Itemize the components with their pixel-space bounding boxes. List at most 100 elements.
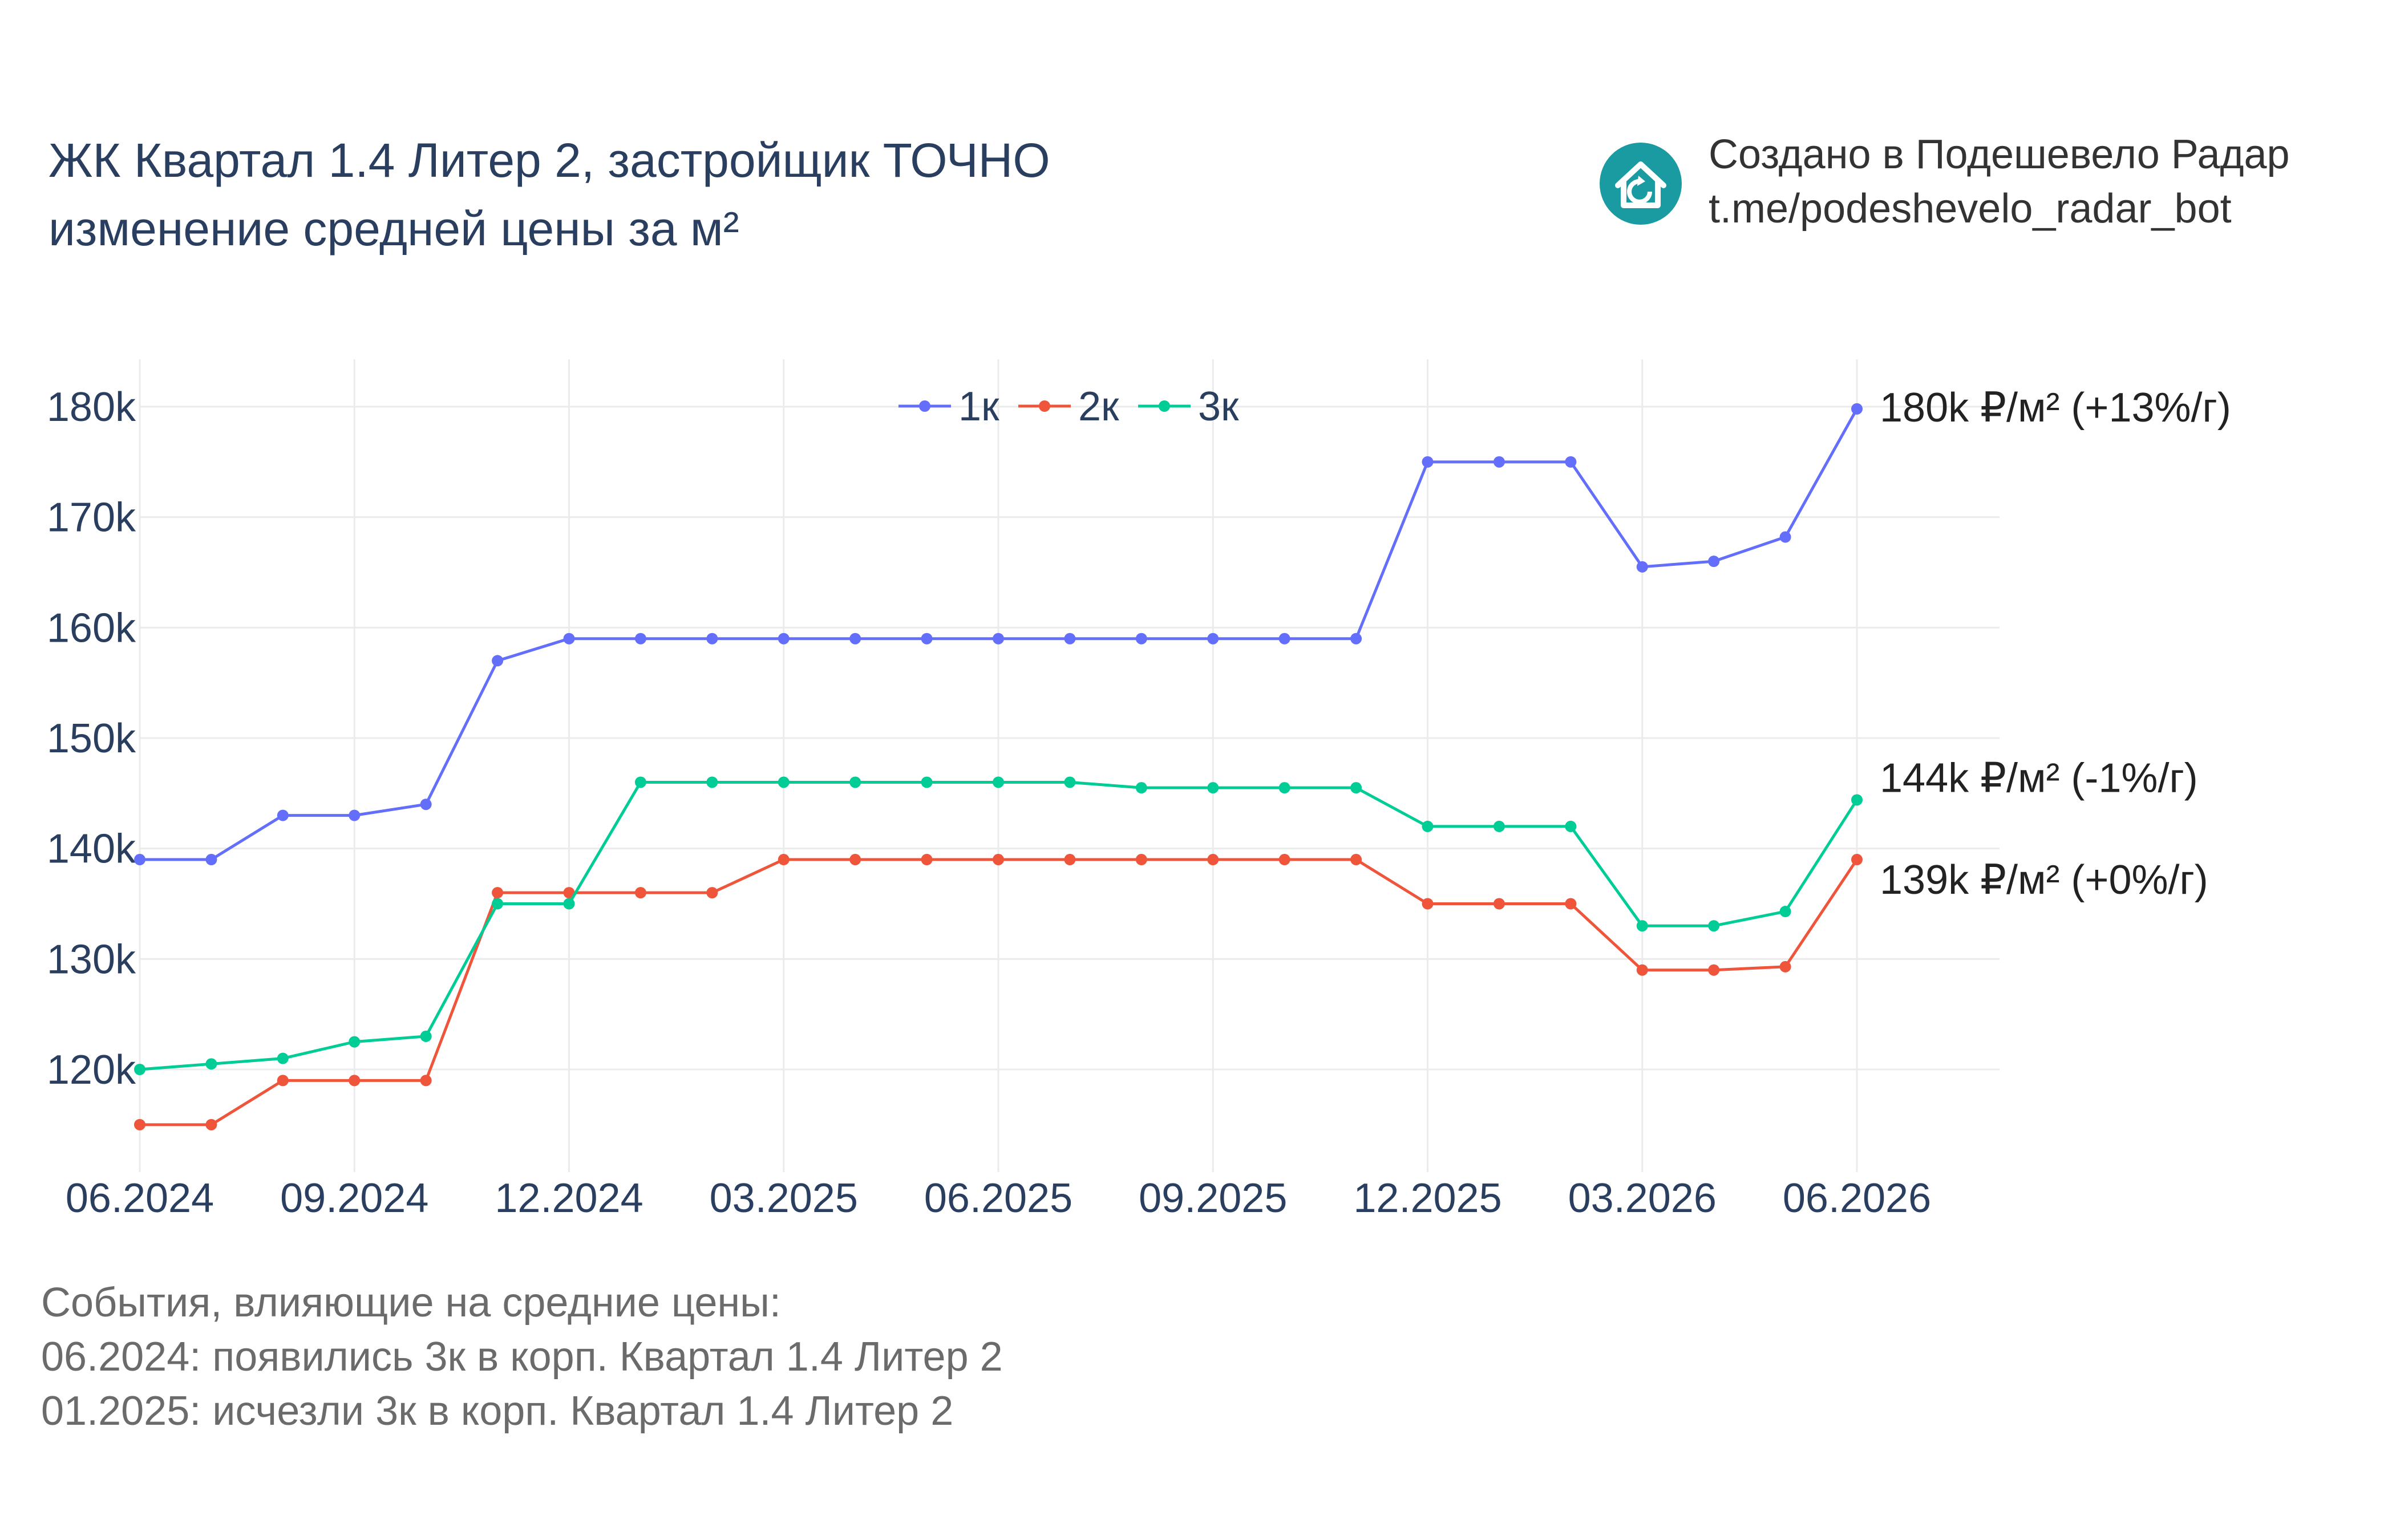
y-tick-label: 180k bbox=[47, 384, 136, 430]
data-point[interactable] bbox=[134, 1118, 145, 1130]
data-point[interactable] bbox=[134, 1064, 145, 1075]
data-point[interactable] bbox=[1135, 782, 1147, 794]
data-point[interactable] bbox=[1779, 531, 1791, 543]
data-point[interactable] bbox=[420, 1030, 432, 1042]
data-point[interactable] bbox=[706, 776, 718, 788]
data-point[interactable] bbox=[563, 898, 575, 910]
data-point[interactable] bbox=[492, 887, 504, 899]
series-1 bbox=[134, 403, 1863, 866]
data-point[interactable] bbox=[849, 633, 861, 645]
data-point[interactable] bbox=[778, 776, 790, 788]
data-point[interactable] bbox=[1565, 820, 1577, 832]
data-point[interactable] bbox=[921, 776, 933, 788]
data-point[interactable] bbox=[993, 854, 1004, 866]
x-tick-label: 09.2025 bbox=[1139, 1176, 1287, 1221]
data-point[interactable] bbox=[993, 776, 1004, 788]
brand-link[interactable]: t.me/podeshevelo_radar_bot bbox=[1709, 186, 2232, 232]
data-point[interactable] bbox=[205, 1058, 217, 1070]
data-point[interactable] bbox=[1493, 898, 1505, 910]
data-point[interactable] bbox=[1350, 633, 1362, 645]
data-point[interactable] bbox=[706, 887, 718, 899]
data-point[interactable] bbox=[1064, 854, 1076, 866]
data-point[interactable] bbox=[921, 633, 933, 645]
y-tick-label: 150k bbox=[47, 716, 136, 761]
legend-item[interactable]: 3к bbox=[1138, 384, 1239, 429]
x-axis-ticks: 06.2024 09.2024 12.2024 03.2025 06.2025 09.20… bbox=[66, 1176, 1931, 1221]
legend-label: 1к bbox=[958, 384, 999, 429]
data-point[interactable] bbox=[1779, 906, 1791, 918]
data-point[interactable] bbox=[492, 655, 504, 667]
data-point[interactable] bbox=[1708, 556, 1720, 568]
data-point[interactable] bbox=[277, 1075, 289, 1087]
data-point[interactable] bbox=[205, 1118, 217, 1130]
data-point[interactable] bbox=[205, 854, 217, 866]
data-point[interactable] bbox=[420, 799, 432, 810]
brand-logo-icon[interactable] bbox=[1600, 143, 1682, 225]
data-point[interactable] bbox=[849, 854, 861, 866]
data-point[interactable] bbox=[634, 887, 646, 899]
series-lines bbox=[134, 403, 1863, 1130]
data-point[interactable] bbox=[1565, 898, 1577, 910]
data-point[interactable] bbox=[1422, 898, 1434, 910]
data-point[interactable] bbox=[778, 854, 790, 866]
data-point[interactable] bbox=[1350, 854, 1362, 866]
legend-label: 3к bbox=[1198, 384, 1239, 429]
data-point[interactable] bbox=[349, 809, 361, 821]
data-point[interactable] bbox=[1779, 961, 1791, 972]
legend-item[interactable]: 2к bbox=[1018, 384, 1119, 429]
legend[interactable]: 1к 2к 3к bbox=[898, 384, 1239, 429]
data-point[interactable] bbox=[1278, 782, 1290, 794]
data-point[interactable] bbox=[1135, 854, 1147, 866]
data-point[interactable] bbox=[1422, 820, 1434, 832]
event-item-2: 01.2025: исчезли 3к в корп. Квартал 1.4 … bbox=[41, 1388, 953, 1434]
data-point[interactable] bbox=[349, 1075, 361, 1087]
end-labels: 180k ₽/м² (+13%/г) 139k ₽/м² (+0%/г) 144k … bbox=[1880, 385, 2231, 903]
data-point[interactable] bbox=[778, 633, 790, 645]
data-point[interactable] bbox=[634, 776, 646, 788]
data-point[interactable] bbox=[563, 633, 575, 645]
data-point[interactable] bbox=[1207, 854, 1219, 866]
data-point[interactable] bbox=[277, 1052, 289, 1064]
data-point[interactable] bbox=[1135, 633, 1147, 645]
data-point[interactable] bbox=[1278, 854, 1290, 866]
data-point[interactable] bbox=[134, 854, 145, 866]
data-point[interactable] bbox=[1851, 794, 1863, 806]
x-tick-label: 09.2024 bbox=[280, 1176, 428, 1221]
data-point[interactable] bbox=[1636, 920, 1648, 932]
data-point[interactable] bbox=[277, 809, 289, 821]
data-point[interactable] bbox=[1064, 776, 1076, 788]
data-point[interactable] bbox=[492, 898, 504, 910]
data-point[interactable] bbox=[634, 633, 646, 645]
data-point[interactable] bbox=[1493, 820, 1505, 832]
data-point[interactable] bbox=[1278, 633, 1290, 645]
x-tick-label: 12.2024 bbox=[495, 1176, 643, 1221]
series-2 bbox=[134, 854, 1863, 1130]
chart-title-line2: изменение средней цены за м² bbox=[48, 202, 739, 256]
data-point[interactable] bbox=[1851, 403, 1863, 415]
data-point[interactable] bbox=[1851, 854, 1863, 866]
data-point[interactable] bbox=[1207, 633, 1219, 645]
data-point[interactable] bbox=[1708, 964, 1720, 976]
data-point[interactable] bbox=[1207, 782, 1219, 794]
data-point[interactable] bbox=[706, 633, 718, 645]
data-point[interactable] bbox=[1064, 633, 1076, 645]
end-label: 139k ₽/м² (+0%/г) bbox=[1880, 857, 2208, 903]
x-tick-label: 12.2025 bbox=[1353, 1176, 1501, 1221]
data-point[interactable] bbox=[349, 1036, 361, 1048]
data-point[interactable] bbox=[993, 633, 1004, 645]
data-point[interactable] bbox=[1636, 561, 1648, 573]
data-point[interactable] bbox=[1493, 456, 1505, 468]
x-tick-label: 03.2025 bbox=[710, 1176, 858, 1221]
legend-item[interactable]: 1к bbox=[898, 384, 999, 429]
data-point[interactable] bbox=[849, 776, 861, 788]
data-point[interactable] bbox=[1422, 456, 1434, 468]
y-tick-label: 160k bbox=[47, 605, 136, 651]
data-point[interactable] bbox=[563, 887, 575, 899]
data-point[interactable] bbox=[1350, 782, 1362, 794]
data-point[interactable] bbox=[1708, 920, 1720, 932]
x-tick-label: 06.2025 bbox=[924, 1176, 1072, 1221]
data-point[interactable] bbox=[1636, 964, 1648, 976]
data-point[interactable] bbox=[921, 854, 933, 866]
data-point[interactable] bbox=[1565, 456, 1577, 468]
data-point[interactable] bbox=[420, 1075, 432, 1087]
